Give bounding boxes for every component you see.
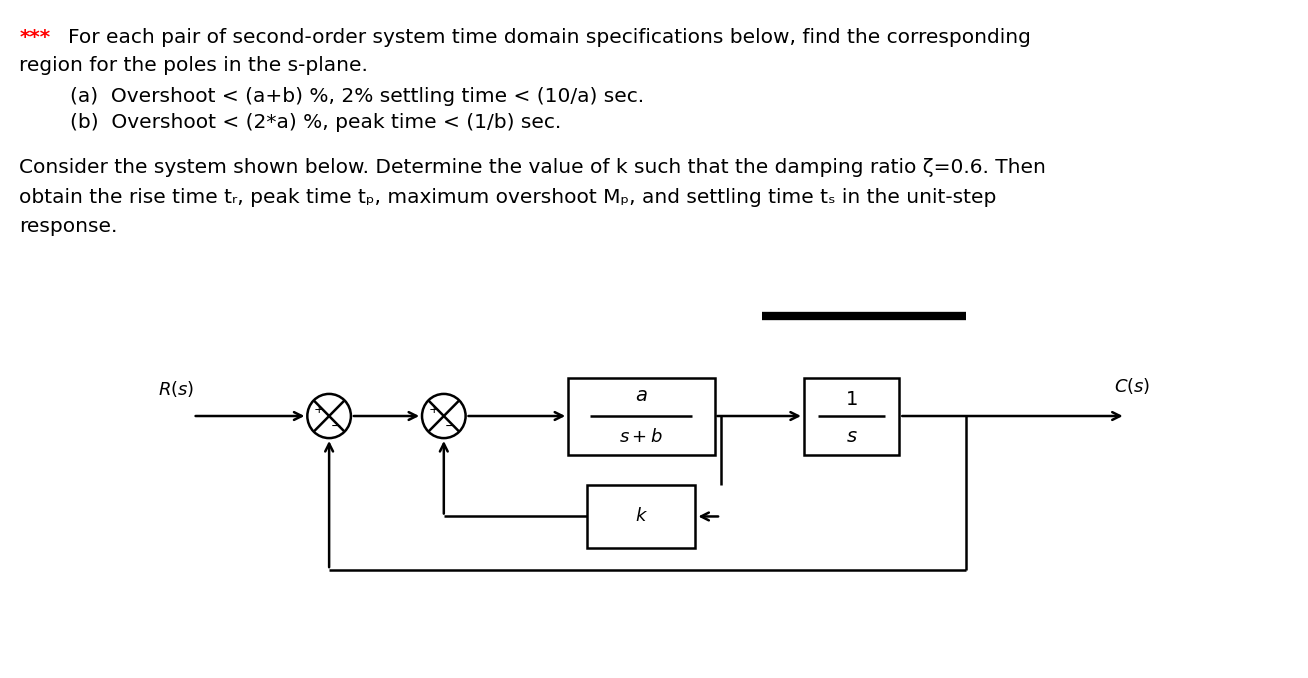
Text: $C(s)$: $C(s)$ — [1113, 376, 1150, 396]
Text: $s + b$: $s + b$ — [619, 428, 663, 446]
Text: region for the poles in the s-plane.: region for the poles in the s-plane. — [20, 56, 369, 75]
Text: Consider the system shown below. Determine the value of k such that the damping : Consider the system shown below. Determi… — [20, 158, 1046, 177]
Text: For each pair of second-order system time domain specifications below, find the : For each pair of second-order system tim… — [68, 28, 1031, 47]
Text: $k$: $k$ — [634, 507, 647, 525]
Text: +: + — [429, 403, 439, 416]
Text: $a$: $a$ — [634, 386, 647, 405]
Text: (a)  Overshoot < (a+b) %, 2% settling time < (10/a) sec.: (a) Overshoot < (a+b) %, 2% settling tim… — [20, 87, 645, 106]
Text: −: − — [445, 420, 455, 433]
Text: $s$: $s$ — [846, 426, 858, 445]
Text: +: + — [314, 403, 324, 416]
Text: $1$: $1$ — [845, 390, 858, 409]
Text: (b)  Overshoot < (2*a) %, peak time < (1/b) sec.: (b) Overshoot < (2*a) %, peak time < (1/… — [20, 113, 561, 132]
Text: −: − — [331, 420, 341, 433]
Text: $R(s)$: $R(s)$ — [158, 379, 195, 399]
Text: obtain the rise time tᵣ, peak time tₚ, maximum overshoot Mₚ, and settling time t: obtain the rise time tᵣ, peak time tₚ, m… — [20, 188, 997, 207]
Text: ***: *** — [20, 28, 51, 47]
Text: response.: response. — [20, 217, 118, 236]
